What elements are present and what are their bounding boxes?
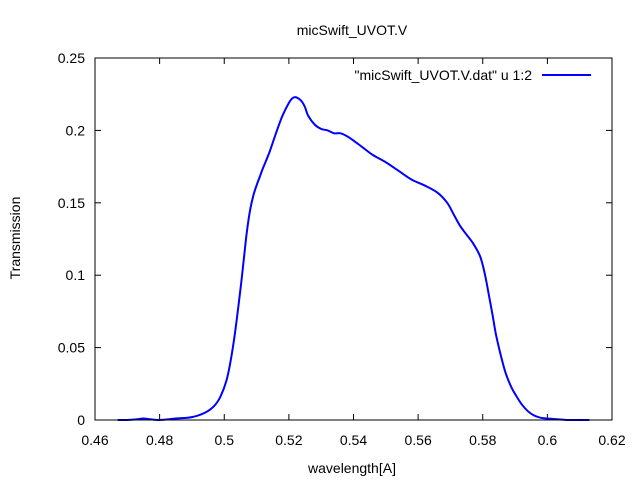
- y-tick-label: 0.15: [58, 195, 85, 211]
- legend: "micSwift_UVOT.V.dat" u 1:2: [355, 67, 591, 83]
- x-tick-label: 0.5: [215, 432, 235, 448]
- x-tick-label: 0.58: [469, 432, 496, 448]
- x-tick-label: 0.52: [275, 432, 302, 448]
- x-tick-label: 0.46: [81, 432, 108, 448]
- x-tick-label: 0.54: [340, 432, 367, 448]
- x-axis-label: wavelength[A]: [307, 460, 396, 476]
- tick-labels: 0.46 0.48 0.5 0.52 0.54 0.56 0.58 0.6 0.62 0 0.05 0…: [58, 50, 626, 448]
- y-tick-label: 0: [77, 412, 85, 428]
- plot-frame: [94, 57, 613, 421]
- x-tick-label: 0.56: [405, 432, 432, 448]
- x-tick-label: 0.48: [146, 432, 173, 448]
- y-tick-label: 0.2: [66, 122, 86, 138]
- y-tick-label: 0.25: [58, 50, 85, 66]
- legend-label: "micSwift_UVOT.V.dat" u 1:2: [355, 67, 533, 83]
- axis-ticks: [94, 57, 613, 421]
- y-axis-label: Transmission: [7, 197, 23, 280]
- y-tick-label: 0.05: [58, 340, 85, 356]
- chart-title: micSwift_UVOT.V: [297, 22, 408, 38]
- y-tick-label: 0.1: [66, 267, 86, 283]
- x-tick-label: 0.62: [598, 432, 625, 448]
- x-tick-label: 0.6: [538, 432, 558, 448]
- series-line-transmission: [117, 96, 590, 422]
